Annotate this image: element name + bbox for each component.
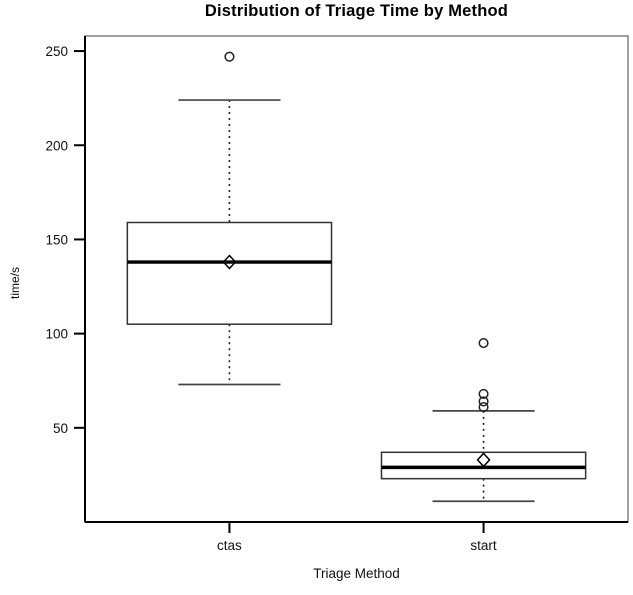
y-tick-label: 100 [45,327,68,342]
y-tick-label: 50 [53,421,68,436]
iqr-box [126,221,333,325]
chart-title: Distribution of Triage Time by Method [204,2,509,20]
y-tick-label: 150 [45,232,68,247]
plot-border [84,35,629,523]
y-tick-label: 200 [45,138,68,153]
outlier-point [478,337,489,349]
x-tick-label: start [470,538,497,553]
mean-diamond [476,452,491,468]
outlier-point [224,51,235,62]
x-axis-title: Triage Method [313,566,400,581]
outlier-point [478,388,489,399]
outlier-point [478,396,489,407]
y-tick-label: 250 [45,44,68,59]
x-tick-label: ctas [217,538,242,553]
y-axis-title: time/s [8,267,22,300]
outlier-point [478,402,489,413]
mean-diamond [222,254,237,270]
